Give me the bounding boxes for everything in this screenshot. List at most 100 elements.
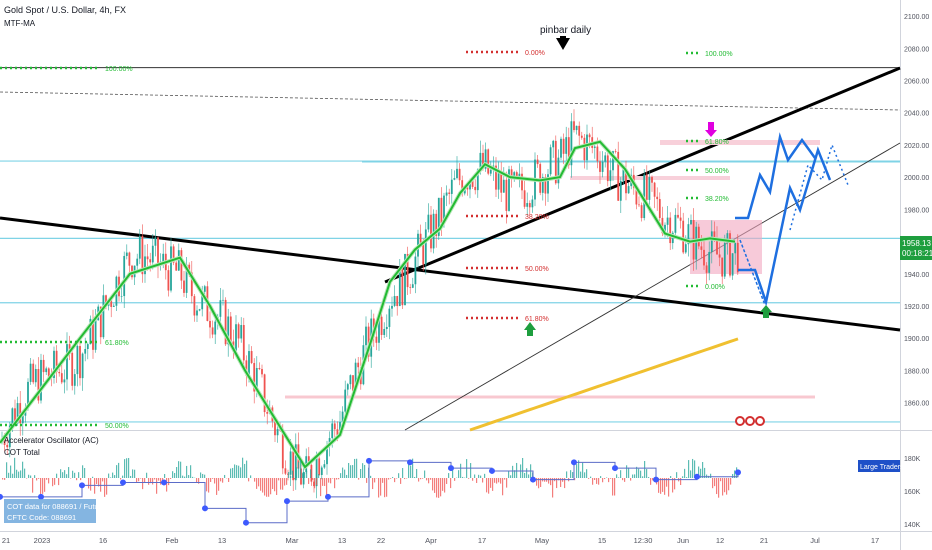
oscillator-bar: [602, 478, 604, 483]
oscillator-bar: [192, 476, 194, 478]
oscillator-bar: [486, 478, 488, 493]
candle-body: [487, 149, 490, 174]
candle-body: [531, 199, 534, 208]
x-axis-tick-label: 21: [2, 536, 10, 545]
oscillator-bar: [152, 478, 154, 485]
candle-body: [445, 192, 448, 196]
candle-body: [502, 179, 505, 193]
oscillator-bar: [324, 478, 326, 486]
candle-body: [284, 468, 287, 474]
fib-level-label: 61.80%: [105, 340, 129, 347]
oscillator-bar: [256, 478, 258, 489]
oscillator-bar: [424, 470, 426, 478]
candle-body: [63, 379, 66, 383]
oscillator-bar: [156, 478, 158, 494]
candle-body: [401, 267, 404, 306]
cot-axis-tick-label: 140K: [904, 522, 921, 529]
oscillator-bar: [144, 478, 146, 483]
oscillator-bar: [134, 469, 136, 478]
x-axis-tick-label: Mar: [286, 536, 299, 545]
oscillator-bar: [472, 478, 474, 481]
oscillator-bar: [216, 478, 218, 495]
oscillator-bar: [210, 478, 212, 482]
oscillator-bar: [232, 467, 234, 478]
candle-body: [461, 180, 464, 194]
candle-body: [495, 165, 497, 190]
candle-body: [614, 151, 617, 152]
candle-body: [11, 408, 14, 426]
oscillator-bar: [590, 476, 592, 478]
candle-body: [151, 245, 154, 263]
candle-body: [346, 384, 349, 390]
oscillator-bar: [574, 478, 576, 481]
candle-body: [422, 243, 425, 265]
candle-body: [222, 299, 224, 301]
candle-body: [669, 217, 672, 244]
oscillator-bar: [278, 478, 280, 481]
oscillator-bar: [572, 472, 574, 478]
oscillator-bar: [56, 473, 58, 478]
oscillator-bar: [698, 466, 700, 478]
y-axis-tick-label: 2020.00: [904, 143, 929, 150]
candle-body: [734, 242, 737, 254]
candle-body: [323, 464, 326, 468]
candle-body: [89, 318, 92, 345]
oscillator-bar: [60, 469, 62, 478]
candle-body: [404, 253, 406, 306]
candle-body: [175, 262, 178, 271]
candle-body: [237, 324, 240, 339]
oscillator-bar: [268, 478, 270, 497]
candle-body: [547, 174, 549, 194]
oscillator-bar: [116, 465, 118, 478]
candle-body: [409, 287, 412, 288]
cot-point: [79, 482, 85, 489]
candle-body: [536, 159, 539, 165]
oscillator-bar: [358, 478, 360, 480]
oscillator-bar: [52, 478, 54, 487]
candle-body: [375, 336, 378, 343]
oscillator-bar: [420, 478, 422, 480]
candle-body: [666, 217, 669, 225]
candle-body: [450, 179, 453, 194]
oscillator-bar: [22, 461, 24, 478]
oscillator-bar: [500, 478, 502, 484]
oscillator-bar: [276, 478, 278, 495]
candle-body: [307, 456, 310, 465]
oscillator-bar: [8, 472, 10, 478]
fib-level-label: 0.00%: [525, 50, 545, 57]
cot-point: [284, 498, 290, 505]
oscillator-bar: [82, 465, 84, 478]
oscillator-bar: [364, 464, 366, 478]
candle-body: [203, 286, 206, 292]
candle-body: [224, 299, 227, 345]
oscillator-bar: [220, 478, 222, 482]
candle-body: [219, 300, 222, 317]
green-arrow-stem: [527, 330, 533, 336]
candle-body: [81, 353, 84, 379]
candle-body: [651, 177, 653, 183]
candle-body: [479, 152, 482, 170]
oscillator-bar: [528, 474, 530, 478]
oscillator-bar: [362, 463, 364, 478]
candle-body: [250, 351, 253, 364]
oscillator-bar: [548, 478, 550, 484]
descending-trend-line: [0, 216, 901, 332]
candle-body: [274, 421, 276, 436]
oscillator-bar: [132, 469, 134, 478]
candle-body: [700, 246, 703, 250]
oscillator-bar: [694, 460, 696, 478]
candle-body: [690, 220, 692, 225]
oscillator-bar: [632, 474, 634, 478]
candle-body: [125, 252, 128, 256]
moving-average: [0, 139, 739, 471]
candle-body: [146, 256, 149, 260]
candle-body: [183, 280, 185, 293]
x-axis-tick-label: 13: [218, 536, 226, 545]
oscillator-bar: [390, 478, 392, 479]
cot-point: [530, 476, 536, 483]
cot-axis-tick-label: 160K: [904, 489, 921, 496]
oscillator-bar: [550, 478, 552, 486]
cot-point: [735, 469, 741, 476]
